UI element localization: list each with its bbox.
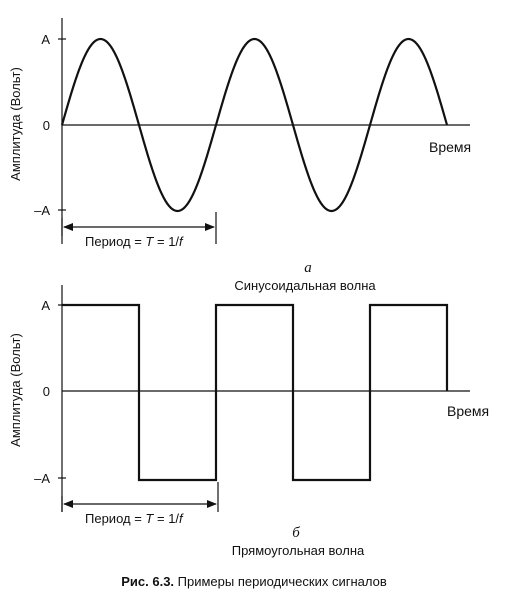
tick-label-zero: 0 bbox=[43, 384, 50, 399]
tick-label-zero: 0 bbox=[43, 118, 50, 133]
figure-caption: Рис. 6.3. Примеры периодических сигналов bbox=[121, 574, 387, 589]
panel-sine: Амплитуда (Вольт) A 0 –A Время Период = … bbox=[8, 18, 471, 293]
panel-letter: а bbox=[304, 260, 312, 276]
sine-wave bbox=[60, 37, 449, 213]
period-label: Период = T = 1/f bbox=[85, 234, 184, 249]
panel-letter: б bbox=[292, 525, 300, 541]
panel-square: Амплитуда (Вольт) A 0 –A Время Период = … bbox=[8, 285, 489, 558]
figure-caption-text: Примеры периодических сигналов bbox=[174, 574, 387, 589]
panel-subtitle: Прямоугольная волна bbox=[232, 543, 365, 558]
x-axis-label: Время bbox=[429, 139, 471, 155]
y-axis-label: Амплитуда (Вольт) bbox=[8, 67, 23, 181]
tick-label-top: A bbox=[41, 32, 50, 47]
tick-label-top: A bbox=[41, 298, 50, 313]
tick-label-bottom: –A bbox=[34, 471, 50, 486]
figure-number: Рис. 6.3. bbox=[121, 574, 174, 589]
x-axis-label: Время bbox=[447, 403, 489, 419]
period-label: Период = T = 1/f bbox=[85, 511, 184, 526]
tick-label-bottom: –A bbox=[34, 203, 50, 218]
square-wave bbox=[62, 303, 449, 482]
panel-subtitle: Синусоидальная волна bbox=[234, 278, 376, 293]
y-axis-label: Амплитуда (Вольт) bbox=[8, 333, 23, 447]
